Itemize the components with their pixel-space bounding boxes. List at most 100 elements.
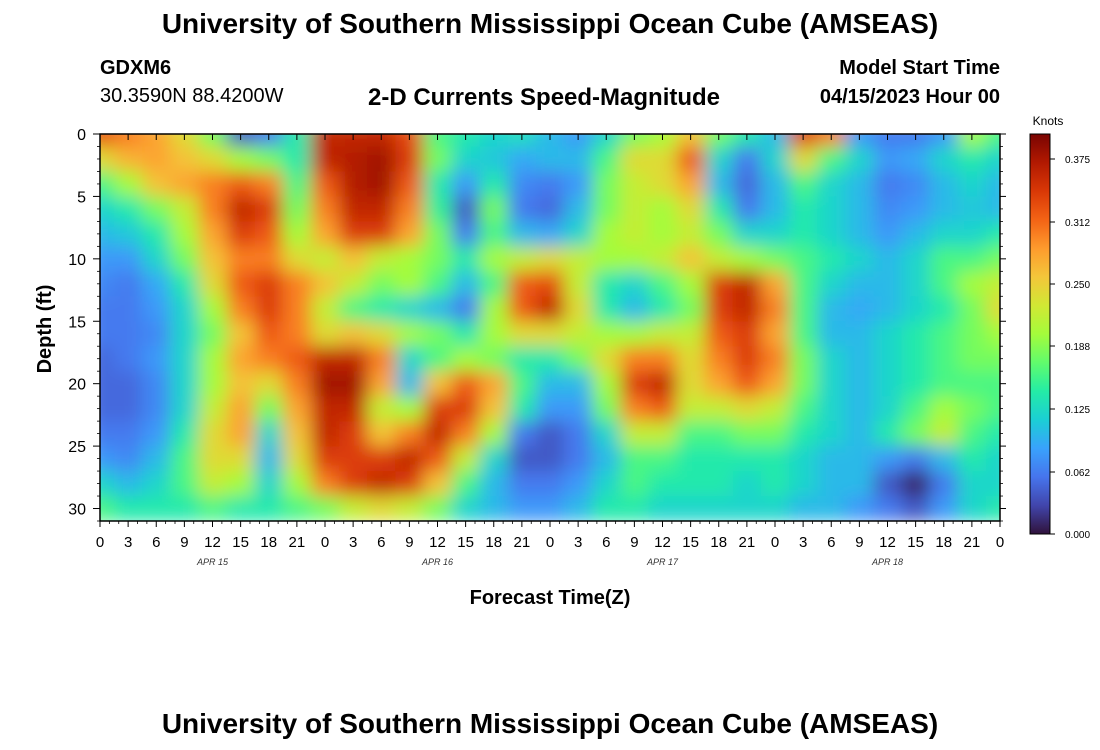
heatmap-cell (732, 296, 762, 323)
heatmap-cell (198, 321, 228, 348)
heatmap-cell (423, 146, 453, 173)
heatmap-cell (817, 134, 847, 148)
heatmap-cell (114, 134, 144, 148)
heatmap-cell (704, 446, 734, 473)
heatmap-cell (901, 196, 931, 223)
heatmap-cell (451, 371, 481, 398)
colorbar-tick-label: 0.250 (1065, 280, 1090, 291)
heatmap-cell (845, 471, 875, 498)
heatmap-cell (367, 471, 397, 498)
day-label: APR 17 (646, 557, 679, 567)
x-tick-label: 6 (152, 534, 160, 551)
colorbar-tick-label: 0.312 (1065, 218, 1090, 229)
heatmap-cell (100, 396, 115, 423)
heatmap-cell (648, 471, 678, 498)
heatmap-cell (114, 321, 144, 348)
heatmap-cell (901, 134, 931, 148)
heatmap-cell (114, 146, 144, 173)
heatmap-cell (648, 321, 678, 348)
heatmap-cell (142, 321, 172, 348)
x-tick-label: 3 (799, 534, 807, 551)
heatmap-cell (451, 196, 481, 223)
heatmap-cell (592, 134, 622, 148)
heatmap-cell (395, 396, 425, 423)
heatmap-cell (339, 421, 369, 448)
heatmap-cell (507, 396, 537, 423)
heatmap-cell (592, 246, 622, 273)
heatmap-cell (100, 496, 115, 521)
heatmap-cell (929, 396, 959, 423)
heatmap-cell (592, 221, 622, 248)
heatmap-cell (901, 221, 931, 248)
heatmap-cell (873, 221, 903, 248)
heatmap-cell (479, 271, 509, 298)
heatmap-cell (282, 171, 312, 198)
heatmap-cell (114, 421, 144, 448)
heatmap-cell (648, 396, 678, 423)
heatmap-cell (479, 246, 509, 273)
heatmap-cell (423, 221, 453, 248)
heatmap-cell (901, 496, 931, 521)
y-tick-label: 10 (68, 252, 86, 269)
heatmap-cell (620, 146, 650, 173)
heatmap-cell (367, 146, 397, 173)
heatmap-cell (929, 346, 959, 373)
heatmap-cell (957, 171, 987, 198)
heatmap-cell (704, 296, 734, 323)
heatmap-cell (170, 346, 200, 373)
heatmap-cell (423, 371, 453, 398)
heatmap-cell (564, 396, 594, 423)
heatmap-cell (142, 146, 172, 173)
heatmap-cell (254, 496, 284, 521)
heatmap-cell (535, 171, 565, 198)
heatmap-cell (985, 271, 1000, 298)
heatmap-cell (170, 146, 200, 173)
heatmap-cell (198, 271, 228, 298)
heatmap-cell (929, 196, 959, 223)
heatmap-cell (901, 446, 931, 473)
heatmap-cell (873, 296, 903, 323)
heatmap-cell (507, 134, 537, 148)
heatmap-cell (845, 446, 875, 473)
x-tick-label: 15 (457, 534, 474, 551)
heatmap-cell (760, 221, 790, 248)
heatmap-cell (760, 471, 790, 498)
heatmap-cell (845, 134, 875, 148)
heatmap-cell (226, 396, 256, 423)
heatmap-cell (620, 346, 650, 373)
heatmap-cell (226, 271, 256, 298)
heatmap-cell (254, 396, 284, 423)
colorbar-label: Knots (1033, 114, 1064, 128)
heatmap-cell (676, 221, 706, 248)
heatmap-cell (170, 246, 200, 273)
heatmap-cell (732, 421, 762, 448)
heatmap-cell (732, 146, 762, 173)
heatmap-cell (423, 496, 453, 521)
heatmap-cell (198, 446, 228, 473)
heatmap-cell (929, 371, 959, 398)
y-tick-label: 30 (68, 502, 86, 519)
heatmap-cell (310, 321, 340, 348)
heatmap-cell (142, 496, 172, 521)
heatmap-cell (873, 471, 903, 498)
heatmap-cell (282, 246, 312, 273)
heatmap-cell (310, 471, 340, 498)
heatmap-cell (339, 446, 369, 473)
heatmap-cell (704, 146, 734, 173)
heatmap-cell (676, 321, 706, 348)
heatmap-cell (845, 296, 875, 323)
heatmap-cell (704, 371, 734, 398)
x-tick-label: 12 (654, 534, 671, 551)
y-tick-label: 5 (77, 189, 86, 206)
heatmap-cell (648, 221, 678, 248)
heatmap-cell (479, 146, 509, 173)
heatmap-cell (592, 371, 622, 398)
heatmap-cell (423, 346, 453, 373)
heatmap-cell (100, 346, 115, 373)
x-tick-label: 0 (771, 534, 779, 551)
x-tick-label: 21 (739, 534, 756, 551)
x-tick-label: 0 (96, 534, 104, 551)
heatmap-cell (592, 496, 622, 521)
heatmap-cell (339, 246, 369, 273)
heatmap-cell (198, 421, 228, 448)
